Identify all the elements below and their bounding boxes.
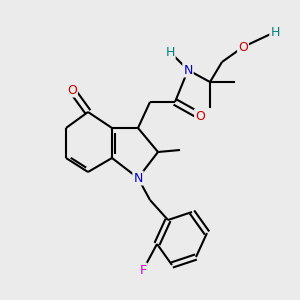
Text: H: H <box>165 46 175 59</box>
Text: H: H <box>270 26 280 38</box>
Text: N: N <box>133 172 143 184</box>
Text: F: F <box>140 263 147 277</box>
Text: O: O <box>195 110 205 122</box>
Text: O: O <box>238 40 248 53</box>
Text: O: O <box>67 83 77 97</box>
Text: N: N <box>183 64 193 76</box>
